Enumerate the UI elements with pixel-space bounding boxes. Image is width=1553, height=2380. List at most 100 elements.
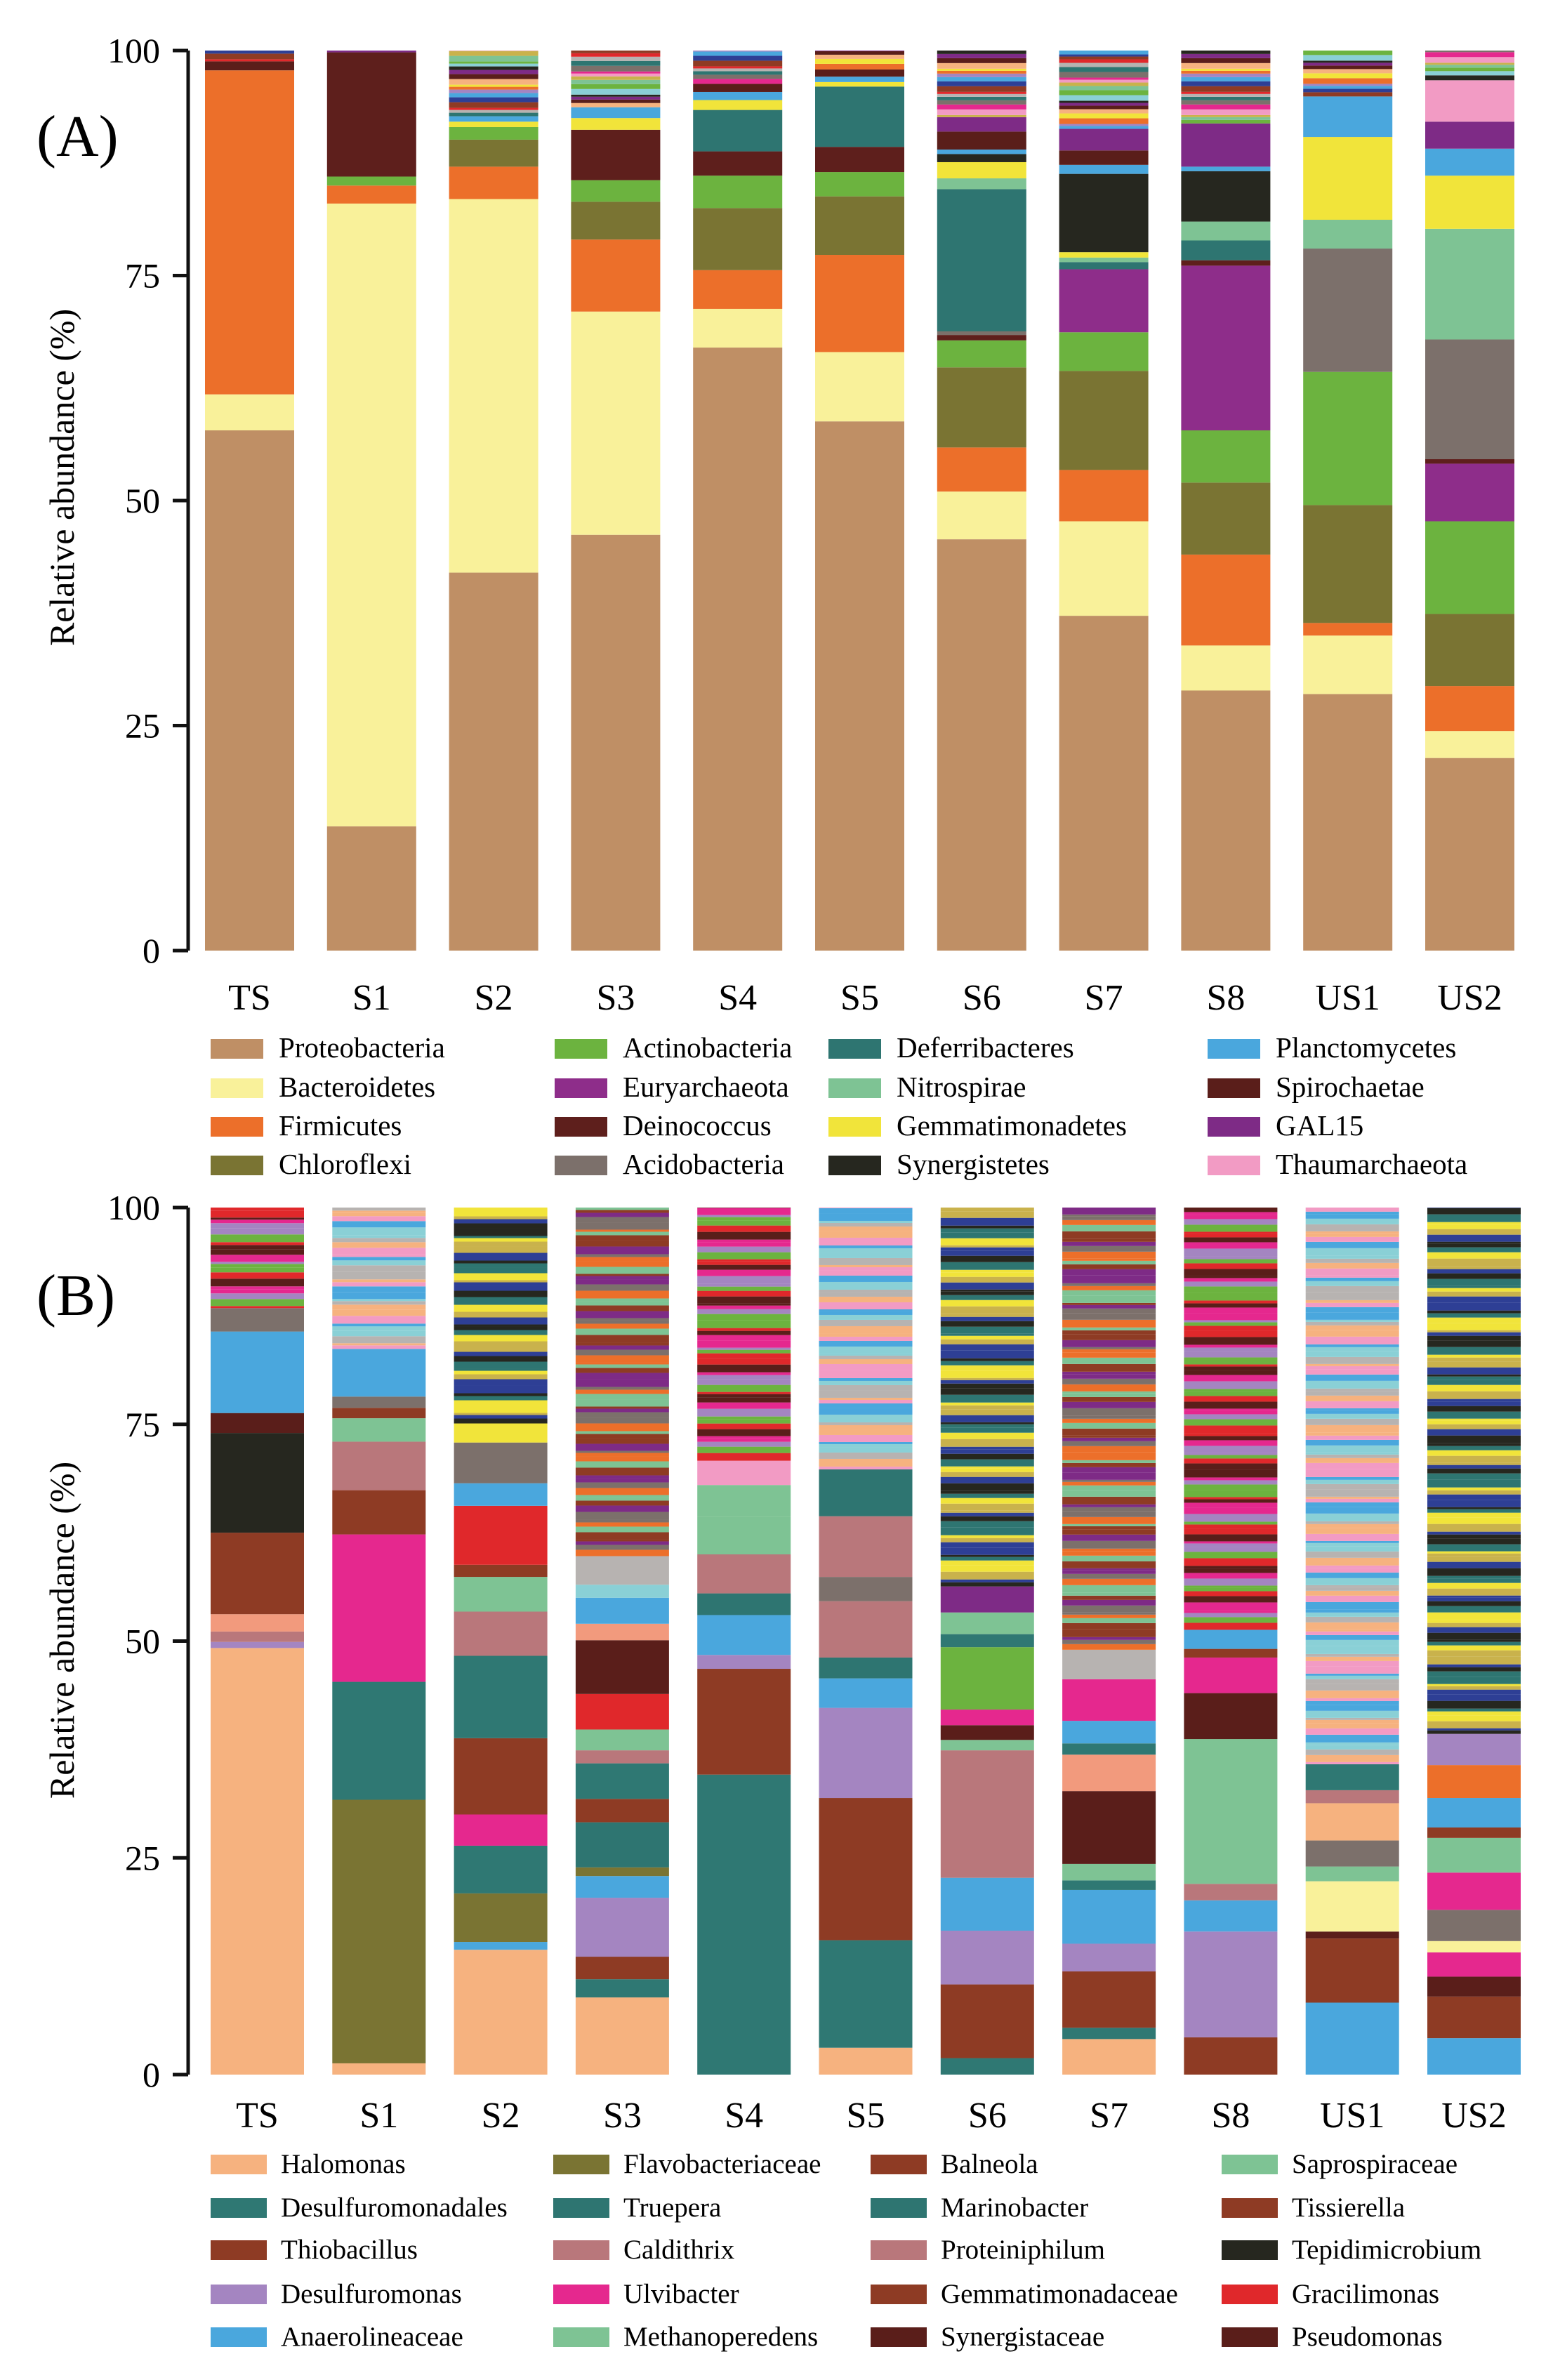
bar-segment-other-genus (332, 1216, 426, 1222)
bar-segment-other-genus (1062, 1422, 1156, 1429)
bar-segment-other-genus (1427, 1694, 1521, 1701)
bar-segment-other-genus (1427, 1601, 1521, 1606)
panel-b-y-tick-label: 100 (107, 1188, 160, 1227)
bar-segment-other-genus (332, 1227, 426, 1236)
bar-segment-anaerolineaceae (454, 1483, 548, 1506)
bar-segment-other-genus (454, 1370, 548, 1375)
bar-segment-other-genus (1305, 1601, 1399, 1610)
bar-segment-other-genus (940, 1211, 1034, 1218)
panel-a-y-tick-label: 25 (125, 706, 160, 746)
legend-swatch (1222, 2155, 1278, 2174)
bar-segment-other-genus (211, 1272, 304, 1279)
bar-segment-proteiniphilum (819, 1516, 913, 1578)
bar-segment-other-genus (940, 1232, 1034, 1238)
bar-segment-other-genus (1062, 1245, 1156, 1252)
bar-segment-other (449, 63, 538, 67)
bar-segment-other-genus (940, 1247, 1034, 1251)
bar-segment-other-genus (1427, 1667, 1521, 1672)
panel-a-bar-s8 (1181, 51, 1271, 951)
bar-segment-gemmatimonadetes (1425, 176, 1514, 229)
legend-label: Tissierella (1292, 2193, 1405, 2223)
bar-segment-other-genus (1062, 1363, 1156, 1372)
panel-a-bar-us1 (1303, 51, 1393, 951)
bar-segment-other-genus (1062, 1605, 1156, 1613)
bar-segment-other-genus (1427, 1684, 1521, 1686)
legend-label: Proteobacteria (279, 1031, 445, 1064)
bar-segment-other (1181, 100, 1271, 105)
bar-segment-other (693, 66, 783, 69)
panel-b: (B) Relative abundance (%) 0 25 50 75 100 TS… (37, 1188, 1521, 2352)
bar-segment-other-genus (1427, 1354, 1521, 1358)
legend-swatch (553, 2327, 609, 2347)
bar-segment-other-genus (575, 1406, 669, 1409)
bar-segment-other-genus (332, 1255, 426, 1257)
bar-segment-nitrospirae (1059, 257, 1149, 263)
bar-segment-gal15 (937, 117, 1026, 132)
bar-segment-other-genus (1062, 1504, 1156, 1507)
bar-segment-caldithrix (332, 1441, 426, 1490)
legend-label: Proteiniphilum (941, 2235, 1105, 2265)
bar-segment-other-genus (1184, 1414, 1278, 1420)
bar-segment-other-genus (1305, 1302, 1399, 1307)
bar-segment-other-genus (819, 1237, 913, 1245)
bar-segment-other-genus (575, 1335, 669, 1343)
bar-segment-other (937, 86, 1026, 92)
legend-item-ulvibacter: Ulvibacter (553, 2279, 739, 2309)
bar-segment-other (571, 60, 661, 66)
bar-segment-other (205, 59, 294, 62)
bar-segment-other (449, 55, 538, 62)
bar-segment-other-genus (819, 1231, 913, 1238)
bar-segment-other (1059, 124, 1149, 126)
panel-b-y-tick-label: 25 (125, 1838, 160, 1877)
legend-swatch (828, 1156, 881, 1175)
bar-segment-saprospiraceae (697, 1485, 791, 1517)
bar-segment-chloroflexi (449, 139, 538, 167)
bar-segment-other-genus (1184, 1278, 1278, 1282)
bar-segment-other (937, 114, 1026, 117)
bar-segment-other-genus (454, 1330, 548, 1335)
bar-segment-other-genus (940, 1228, 1034, 1233)
bar-segment-other-genus (332, 1301, 426, 1305)
bar-segment-flavobacteriaceae (332, 1799, 426, 2063)
bar-segment-other-genus (1305, 1698, 1399, 1701)
bar-segment-other-genus (1305, 1700, 1399, 1705)
bar-segment-other-genus (697, 1384, 791, 1392)
legend-swatch (211, 1156, 263, 1175)
bar-segment-other-genus (1427, 1332, 1521, 1336)
bar-segment-synergistaceae (211, 1413, 304, 1434)
legend-item-truepera: Truepera (553, 2193, 721, 2223)
legend-label: Flavobacteriaceae (623, 2149, 821, 2179)
bar-segment-other-genus (819, 1390, 913, 1398)
bar-segment-other-genus (211, 1267, 304, 1273)
bar-segment-other-genus (940, 1282, 1034, 1290)
bar-segment-other (1059, 118, 1149, 124)
bar-segment-other-genus (1184, 1269, 1278, 1276)
bar-segment-other-genus (1427, 1224, 1521, 1229)
bar-segment-other-genus (454, 1349, 548, 1352)
bar-segment-other-genus (1184, 1357, 1278, 1365)
bar-segment-other (1425, 65, 1514, 68)
legend-swatch (871, 2198, 927, 2218)
bar-segment-other-genus (1305, 1717, 1399, 1720)
panel-a-x-tick-label: S8 (1206, 978, 1245, 1018)
bar-segment-euryarchaeota (1181, 265, 1271, 431)
bar-segment-other-genus (575, 1394, 669, 1400)
bar-segment-other-genus (1062, 1490, 1156, 1497)
bar-segment-other-genus (1427, 1728, 1521, 1731)
bar-segment-other-genus (1062, 1637, 1156, 1640)
bar-segment-balneola (819, 1798, 913, 1941)
legend-label: Bacteroidetes (279, 1071, 435, 1103)
panel-a-x-tick-label: TS (228, 978, 271, 1018)
bar-segment-other-genus (454, 1393, 548, 1396)
bar-segment-other-genus (575, 1229, 669, 1232)
bar-segment-other-genus (1305, 1754, 1399, 1762)
bar-segment-actinobacteria (449, 126, 538, 140)
bar-segment-other-genus (1062, 1374, 1156, 1379)
bar-segment-other-genus (1184, 1458, 1278, 1464)
bar-segment-other-genus (454, 1285, 548, 1291)
bar-segment-truepera (697, 1593, 791, 1615)
bar-segment-other-genus (575, 1522, 669, 1527)
bar-segment-other-genus (454, 1418, 548, 1424)
bar-segment-other (1181, 53, 1271, 58)
bar-segment-other-genus (1305, 1595, 1399, 1602)
